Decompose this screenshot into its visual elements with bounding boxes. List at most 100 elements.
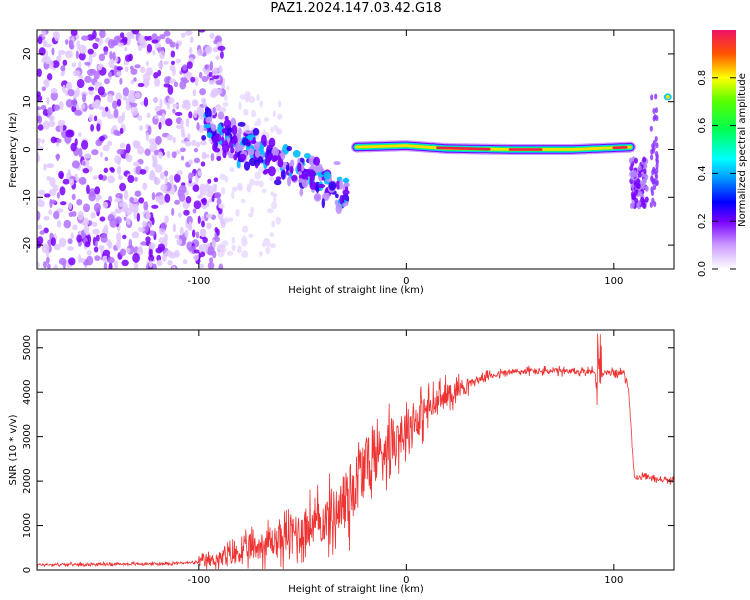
noise-blob bbox=[103, 51, 108, 56]
noise-blob bbox=[126, 247, 131, 254]
signal-blob bbox=[279, 152, 285, 157]
noise-blob bbox=[86, 184, 90, 195]
noise-blob bbox=[107, 241, 113, 250]
noise-blob bbox=[116, 71, 122, 77]
noise-blob bbox=[159, 171, 165, 180]
noise-blob bbox=[224, 176, 229, 183]
noise-blob bbox=[197, 170, 202, 177]
y-tick-label: 1000 bbox=[22, 513, 33, 538]
noise-blob bbox=[231, 236, 236, 244]
drop-blob bbox=[655, 167, 659, 174]
noise-blob bbox=[91, 149, 99, 156]
signal-blob bbox=[339, 194, 344, 205]
noise-blob bbox=[158, 151, 164, 159]
noise-blob bbox=[107, 39, 116, 49]
noise-blob bbox=[68, 211, 74, 217]
noise-blob bbox=[134, 140, 141, 148]
noise-blob bbox=[213, 177, 219, 183]
noise-blob bbox=[250, 206, 255, 214]
figure-title: PAZ1.2024.147.03.42.G18 bbox=[270, 1, 442, 16]
noise-blob bbox=[162, 253, 167, 262]
signal-blob bbox=[244, 129, 252, 134]
signal-blob bbox=[280, 169, 286, 180]
noise-blob bbox=[172, 136, 176, 144]
noise-blob bbox=[226, 85, 230, 91]
noise-blob bbox=[164, 177, 168, 185]
noise-blob bbox=[243, 108, 249, 116]
noise-blob bbox=[65, 82, 71, 90]
noise-blob bbox=[200, 229, 206, 238]
noise-blob bbox=[67, 238, 73, 245]
noise-blob bbox=[246, 183, 252, 192]
noise-blob bbox=[117, 175, 123, 180]
noise-blob bbox=[212, 106, 216, 114]
signal-blob bbox=[224, 115, 229, 121]
noise-blob bbox=[48, 209, 53, 215]
noise-blob bbox=[56, 138, 62, 144]
drop-blob bbox=[652, 184, 657, 191]
noise-blob bbox=[209, 257, 214, 264]
noise-blob bbox=[176, 238, 183, 246]
noise-blob bbox=[70, 30, 78, 37]
noise-blob bbox=[157, 61, 164, 69]
noise-blob bbox=[218, 263, 224, 269]
noise-blob bbox=[125, 104, 132, 111]
noise-blob bbox=[179, 226, 184, 236]
noise-blob bbox=[75, 87, 80, 97]
noise-blob bbox=[121, 259, 129, 267]
colorbar-ticks: 0.0 0.2 0.4 0.6 0.8 bbox=[697, 70, 736, 277]
signal-blob bbox=[342, 189, 350, 195]
noise-blob bbox=[71, 193, 76, 201]
noise-blob bbox=[133, 77, 137, 82]
noise-blob bbox=[136, 212, 141, 222]
signal-blob bbox=[286, 145, 293, 152]
signal-blob bbox=[233, 153, 238, 161]
drop-blob bbox=[652, 145, 656, 152]
noise-blob bbox=[129, 196, 134, 203]
noise-blob bbox=[169, 174, 174, 183]
noise-blob bbox=[77, 210, 84, 221]
drop-blob bbox=[637, 200, 642, 207]
noise-blob bbox=[175, 58, 182, 64]
noise-blob bbox=[214, 227, 219, 233]
noise-blob bbox=[98, 53, 106, 62]
noise-blob bbox=[99, 151, 104, 158]
noise-blob bbox=[37, 210, 41, 221]
noise-blob bbox=[172, 265, 176, 269]
noise-blob bbox=[270, 201, 278, 210]
noise-blob bbox=[165, 250, 173, 257]
noise-blob bbox=[235, 208, 240, 217]
noise-blob bbox=[170, 50, 176, 58]
signal-blob bbox=[289, 165, 294, 174]
noise-blob bbox=[134, 190, 141, 197]
noise-blob bbox=[78, 44, 87, 54]
noise-blob bbox=[272, 110, 276, 118]
noise-blob bbox=[58, 237, 67, 248]
noise-blob bbox=[182, 259, 188, 265]
noise-blob bbox=[228, 217, 234, 222]
noise-blob bbox=[102, 201, 109, 209]
noise-blob bbox=[197, 194, 203, 199]
noise-blob bbox=[192, 184, 200, 192]
noise-blob bbox=[199, 186, 203, 197]
noise-blob bbox=[95, 234, 100, 242]
noise-blob bbox=[271, 220, 276, 228]
signal-blob bbox=[222, 143, 230, 153]
noise-blob bbox=[114, 155, 122, 164]
signal-blob bbox=[304, 152, 311, 159]
drop-blob bbox=[654, 136, 658, 143]
signal-blob bbox=[313, 156, 321, 166]
drop-blob bbox=[649, 201, 653, 208]
noise-blob bbox=[131, 30, 140, 35]
noise-blob bbox=[37, 94, 43, 102]
signal-blob bbox=[241, 137, 249, 146]
noise-blob bbox=[217, 65, 223, 74]
noise-blob bbox=[107, 256, 115, 264]
noise-blob bbox=[145, 131, 150, 142]
noise-blob bbox=[119, 142, 126, 149]
y-tick-label: 10 bbox=[22, 95, 33, 108]
noise-blob bbox=[184, 30, 193, 36]
noise-blob bbox=[175, 124, 183, 129]
drop-blob bbox=[633, 189, 638, 196]
noise-blob bbox=[49, 199, 57, 204]
